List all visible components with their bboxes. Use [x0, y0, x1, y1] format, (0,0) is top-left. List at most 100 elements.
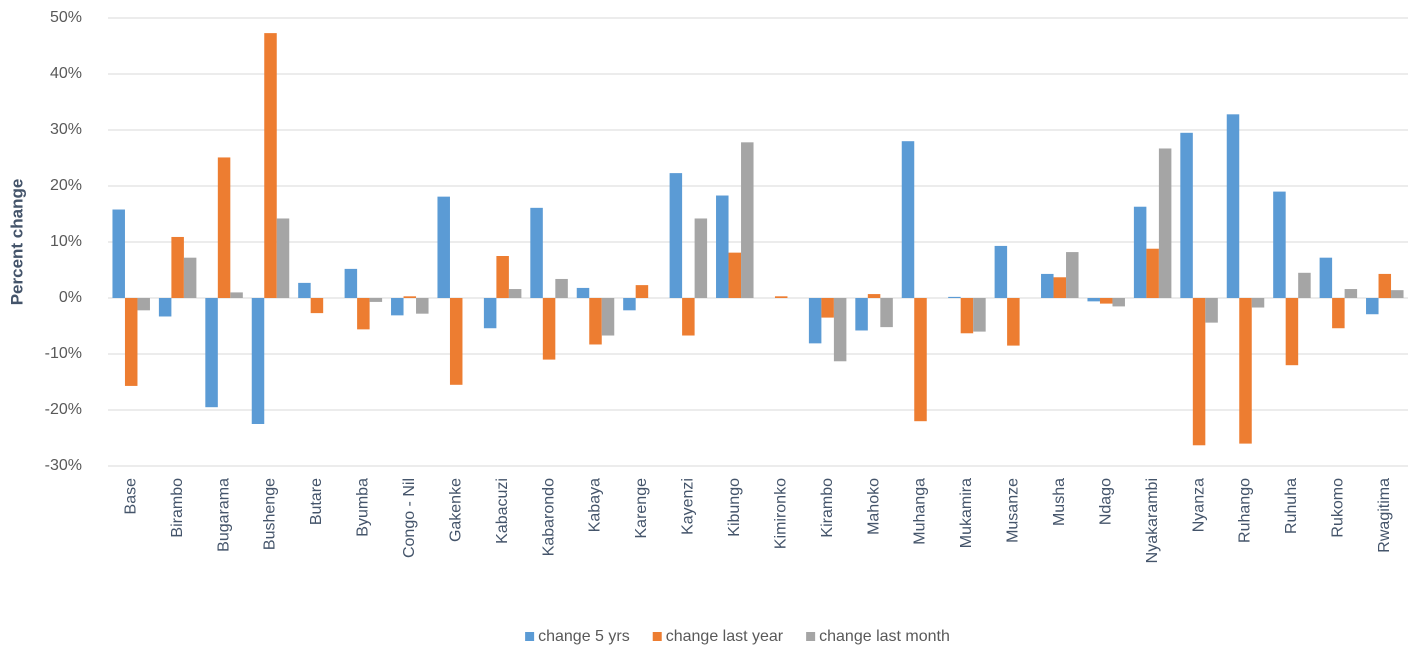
x-tick-label: Kibungo: [726, 478, 743, 537]
bar: [276, 218, 290, 298]
bar: [1366, 298, 1379, 315]
bar: [1112, 298, 1125, 307]
bar: [914, 298, 927, 422]
x-tick-label: Muhanga: [912, 478, 929, 545]
y-tick-label: -10%: [45, 345, 82, 362]
bar: [357, 298, 370, 330]
bar: [530, 207, 543, 298]
x-tick-label: Mahoko: [865, 478, 882, 535]
bar: [298, 282, 311, 298]
bar: [948, 296, 961, 298]
x-tick-label: Bugarama: [215, 478, 232, 552]
bar: [555, 278, 568, 298]
x-tick-label: Nyanza: [1190, 478, 1207, 532]
bar: [601, 298, 615, 336]
bar: [694, 218, 708, 298]
bar: [496, 256, 509, 298]
x-tick-label: Birambo: [169, 478, 186, 538]
bar: [1099, 298, 1113, 304]
bar: [264, 33, 277, 299]
bar: [1298, 272, 1311, 298]
bar: [391, 298, 404, 316]
bar: [1391, 290, 1404, 298]
bar: [369, 298, 383, 302]
x-tick-label: Base: [122, 478, 139, 515]
y-tick-label: -30%: [45, 457, 82, 474]
bar: [994, 245, 1008, 298]
bar: [1133, 206, 1147, 298]
bar: [1066, 252, 1079, 298]
x-tick-label: Kirambo: [819, 478, 836, 538]
y-tick-label: 10%: [50, 233, 82, 250]
bar: [1146, 248, 1159, 298]
bar: [1285, 298, 1299, 366]
bar: [576, 287, 590, 298]
bar: [183, 257, 197, 298]
y-tick-label: 0%: [59, 289, 82, 306]
bar: [901, 141, 915, 298]
x-tick-label: Rwagitima: [1376, 478, 1393, 553]
bar: [1273, 191, 1286, 298]
bar: [251, 298, 265, 424]
x-tick-label: Kabaya: [587, 478, 604, 532]
bar: [833, 298, 847, 362]
bar: [1053, 277, 1067, 298]
legend-swatch: [806, 632, 816, 641]
bar: [542, 298, 556, 360]
bar: [230, 292, 243, 298]
bar: [728, 252, 742, 298]
y-tick-label: 50%: [50, 9, 82, 26]
bar: [669, 173, 683, 298]
x-tick-label: Karenge: [633, 478, 650, 539]
bar: [437, 196, 450, 298]
bar: [1344, 289, 1358, 298]
bar: [716, 195, 729, 298]
bar: [1180, 132, 1193, 298]
bar: [821, 298, 834, 318]
bar: [1251, 298, 1265, 308]
x-tick-label: Ndago: [1097, 478, 1114, 525]
x-tick-label: Byumba: [355, 478, 372, 537]
bar: [880, 298, 893, 328]
bar: [124, 298, 138, 386]
y-tick-label: 20%: [50, 177, 82, 194]
bar: [1192, 298, 1206, 446]
bar: [416, 298, 429, 314]
bar: [1007, 298, 1020, 346]
bar: [1087, 298, 1100, 302]
bar: [741, 142, 754, 298]
bar: [1158, 148, 1172, 298]
bar: [137, 298, 150, 311]
bar: [1332, 298, 1345, 329]
bar: [635, 285, 649, 298]
x-tick-label: Kimironko: [772, 478, 789, 549]
bar: [774, 296, 788, 298]
y-tick-label: -20%: [45, 401, 82, 418]
bar: [623, 298, 636, 311]
bar: [508, 289, 522, 298]
bar: [1041, 273, 1054, 298]
x-tick-label: Mukamira: [958, 478, 975, 548]
x-tick-label: Kabacuzi: [494, 478, 511, 544]
legend-label: change 5 yrs: [538, 628, 630, 645]
bar: [1226, 114, 1240, 298]
bar: [217, 157, 231, 298]
legend-label: change last year: [666, 628, 784, 645]
y-axis-title: Percent change: [7, 179, 26, 306]
bar: [310, 298, 324, 314]
bar: [483, 298, 497, 329]
legend-swatch: [525, 632, 535, 641]
x-tick-label: Rukomo: [1330, 478, 1347, 538]
bar: [1378, 273, 1392, 298]
bar: [1205, 298, 1218, 323]
x-tick-label: Nyakarambi: [1144, 478, 1161, 563]
bar: [344, 268, 358, 298]
bar: [112, 209, 125, 298]
bar: [960, 298, 974, 334]
x-tick-label: Butare: [308, 478, 325, 525]
x-tick-label: Gakenke: [447, 478, 464, 542]
bar: [973, 298, 986, 332]
legend-label: change last month: [819, 628, 950, 645]
x-tick-label: Ruhuha: [1283, 478, 1300, 534]
